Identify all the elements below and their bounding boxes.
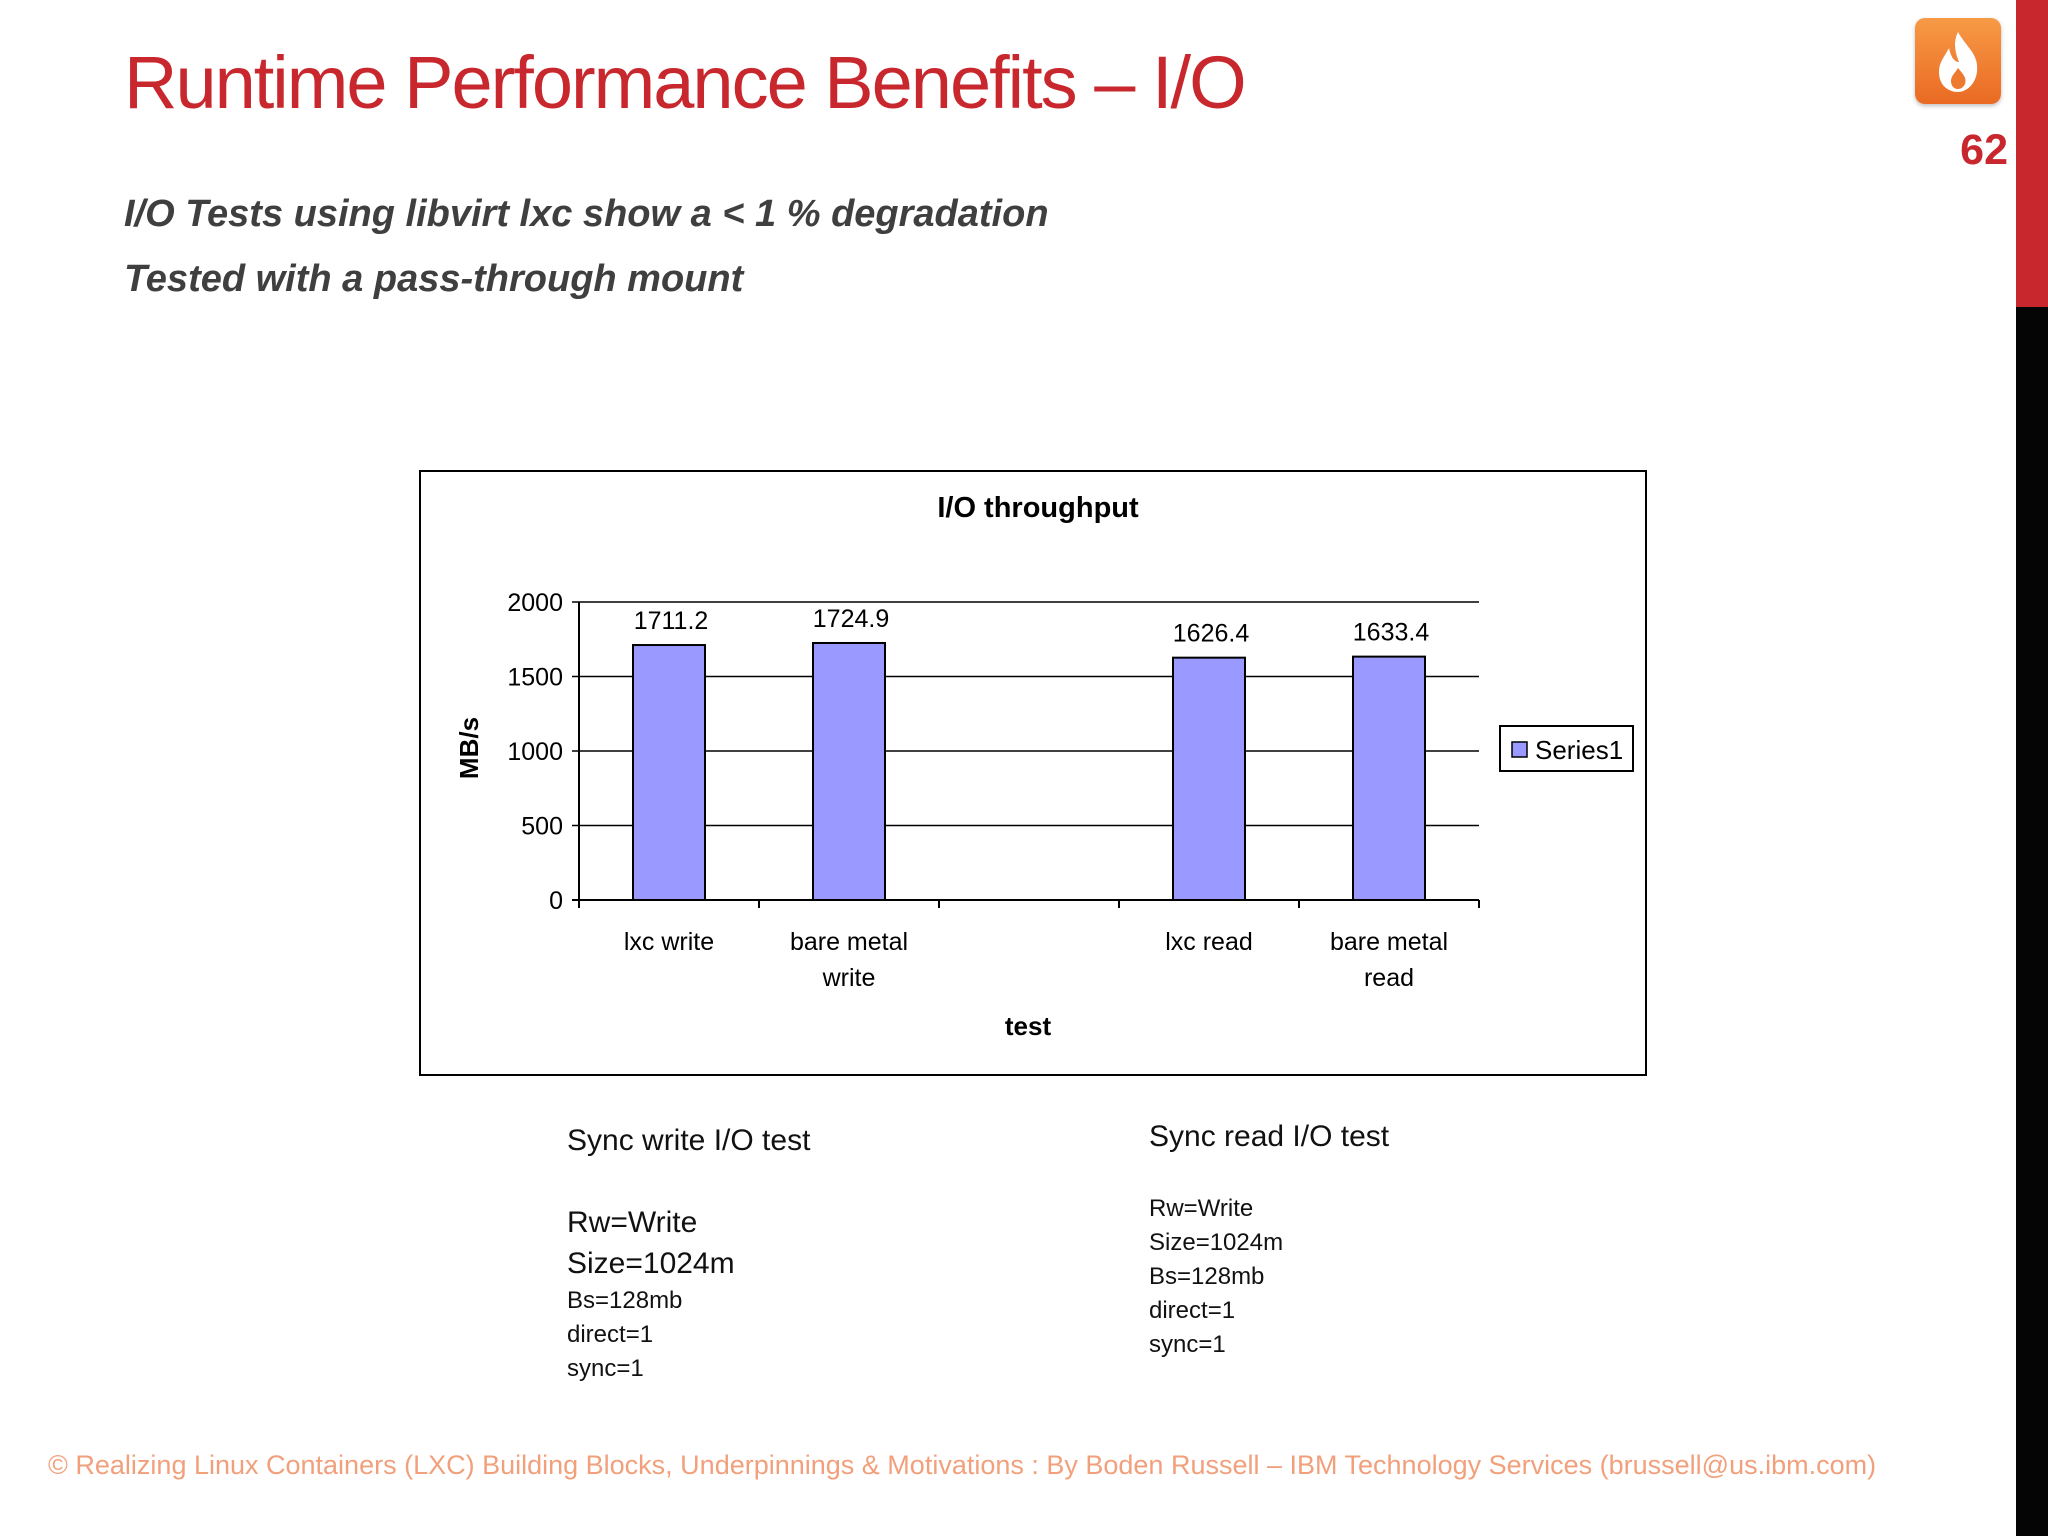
bar-1 (812, 641, 886, 901)
write-test-notes: Sync write I/O test Rw=Write Size=1024m … (567, 1124, 810, 1386)
bar-3 (1172, 656, 1246, 901)
data-label-3: 1626.4 (1173, 620, 1250, 648)
x-tick-label-4-1: read (1364, 964, 1414, 992)
write-notes-rw: Rw=Write (567, 1206, 698, 1239)
x-tick-label-3-0: lxc read (1165, 928, 1253, 956)
io-throughput-chart: I/O throughput 0 500 1000 1500 2000 1711.2 172… (419, 470, 1647, 1076)
bar-0 (632, 644, 706, 901)
sidebar-accent-red (2016, 0, 2048, 307)
page-number: 62 (1960, 126, 2008, 174)
flame-icon (1915, 18, 2001, 104)
y-tick-label-500: 500 (521, 813, 563, 841)
footer-copyright: © Realizing Linux Containers (LXC) Build… (48, 1450, 1877, 1480)
slide-title: Runtime Performance Benefits – I/O (124, 41, 1247, 124)
x-tick-label-4-0: bare metal (1330, 928, 1448, 956)
read-notes-bs: Bs=128mb (1149, 1263, 1265, 1290)
y-tick-label-0: 0 (549, 887, 563, 915)
write-notes-heading: Sync write I/O test (567, 1124, 811, 1157)
chart-bars (632, 641, 1426, 901)
subtitle-mount: Tested with a pass-through mount (124, 258, 744, 300)
legend-swatch (1511, 741, 1528, 758)
chart-gridlines (579, 601, 1479, 827)
x-tick-label-1-1: write (822, 964, 876, 992)
write-notes-size: Size=1024m (567, 1247, 735, 1280)
read-test-notes: Sync read I/O test Rw=Write Size=1024m B… (1149, 1120, 1389, 1362)
chart-axes (572, 601, 1480, 908)
x-tick-label-0-0: lxc write (624, 928, 714, 956)
sidebar-accent-black (2016, 307, 2048, 1536)
read-notes-size: Size=1024m (1149, 1229, 1284, 1256)
data-label-0: 1711.2 (634, 607, 709, 635)
legend-entry-series1: Series1 (1535, 735, 1623, 765)
y-tick-label-1500: 1500 (507, 664, 563, 692)
read-notes-sync: sync=1 (1149, 1331, 1226, 1358)
read-notes-direct: direct=1 (1149, 1297, 1236, 1324)
y-tick-label-1000: 1000 (507, 738, 563, 766)
x-axis-label: test (1005, 1011, 1052, 1041)
legend: Series1 (1499, 725, 1634, 772)
read-notes-heading: Sync read I/O test (1149, 1120, 1390, 1153)
x-tick-label-1-0: bare metal (790, 928, 908, 956)
y-axis-label: MB/s (454, 717, 484, 779)
chart-labels: 0 500 1000 1500 2000 1711.2 1724.9 1626.4 1633.4… (507, 589, 1448, 992)
chart-title: I/O throughput (937, 492, 1139, 524)
data-label-1: 1724.9 (813, 605, 889, 633)
y-tick-label-2000: 2000 (507, 589, 563, 617)
write-notes-sync: sync=1 (567, 1355, 644, 1382)
write-notes-bs: Bs=128mb (567, 1287, 683, 1314)
write-notes-direct: direct=1 (567, 1321, 654, 1348)
bar-4 (1352, 655, 1426, 901)
subtitle-degradation: I/O Tests using libvirt lxc show a < 1 %… (124, 193, 1049, 235)
data-label-4: 1633.4 (1353, 619, 1430, 647)
read-notes-rw: Rw=Write (1149, 1195, 1254, 1222)
chart-canvas: I/O throughput 0 500 1000 1500 2000 1711.2 172… (454, 492, 1634, 1041)
